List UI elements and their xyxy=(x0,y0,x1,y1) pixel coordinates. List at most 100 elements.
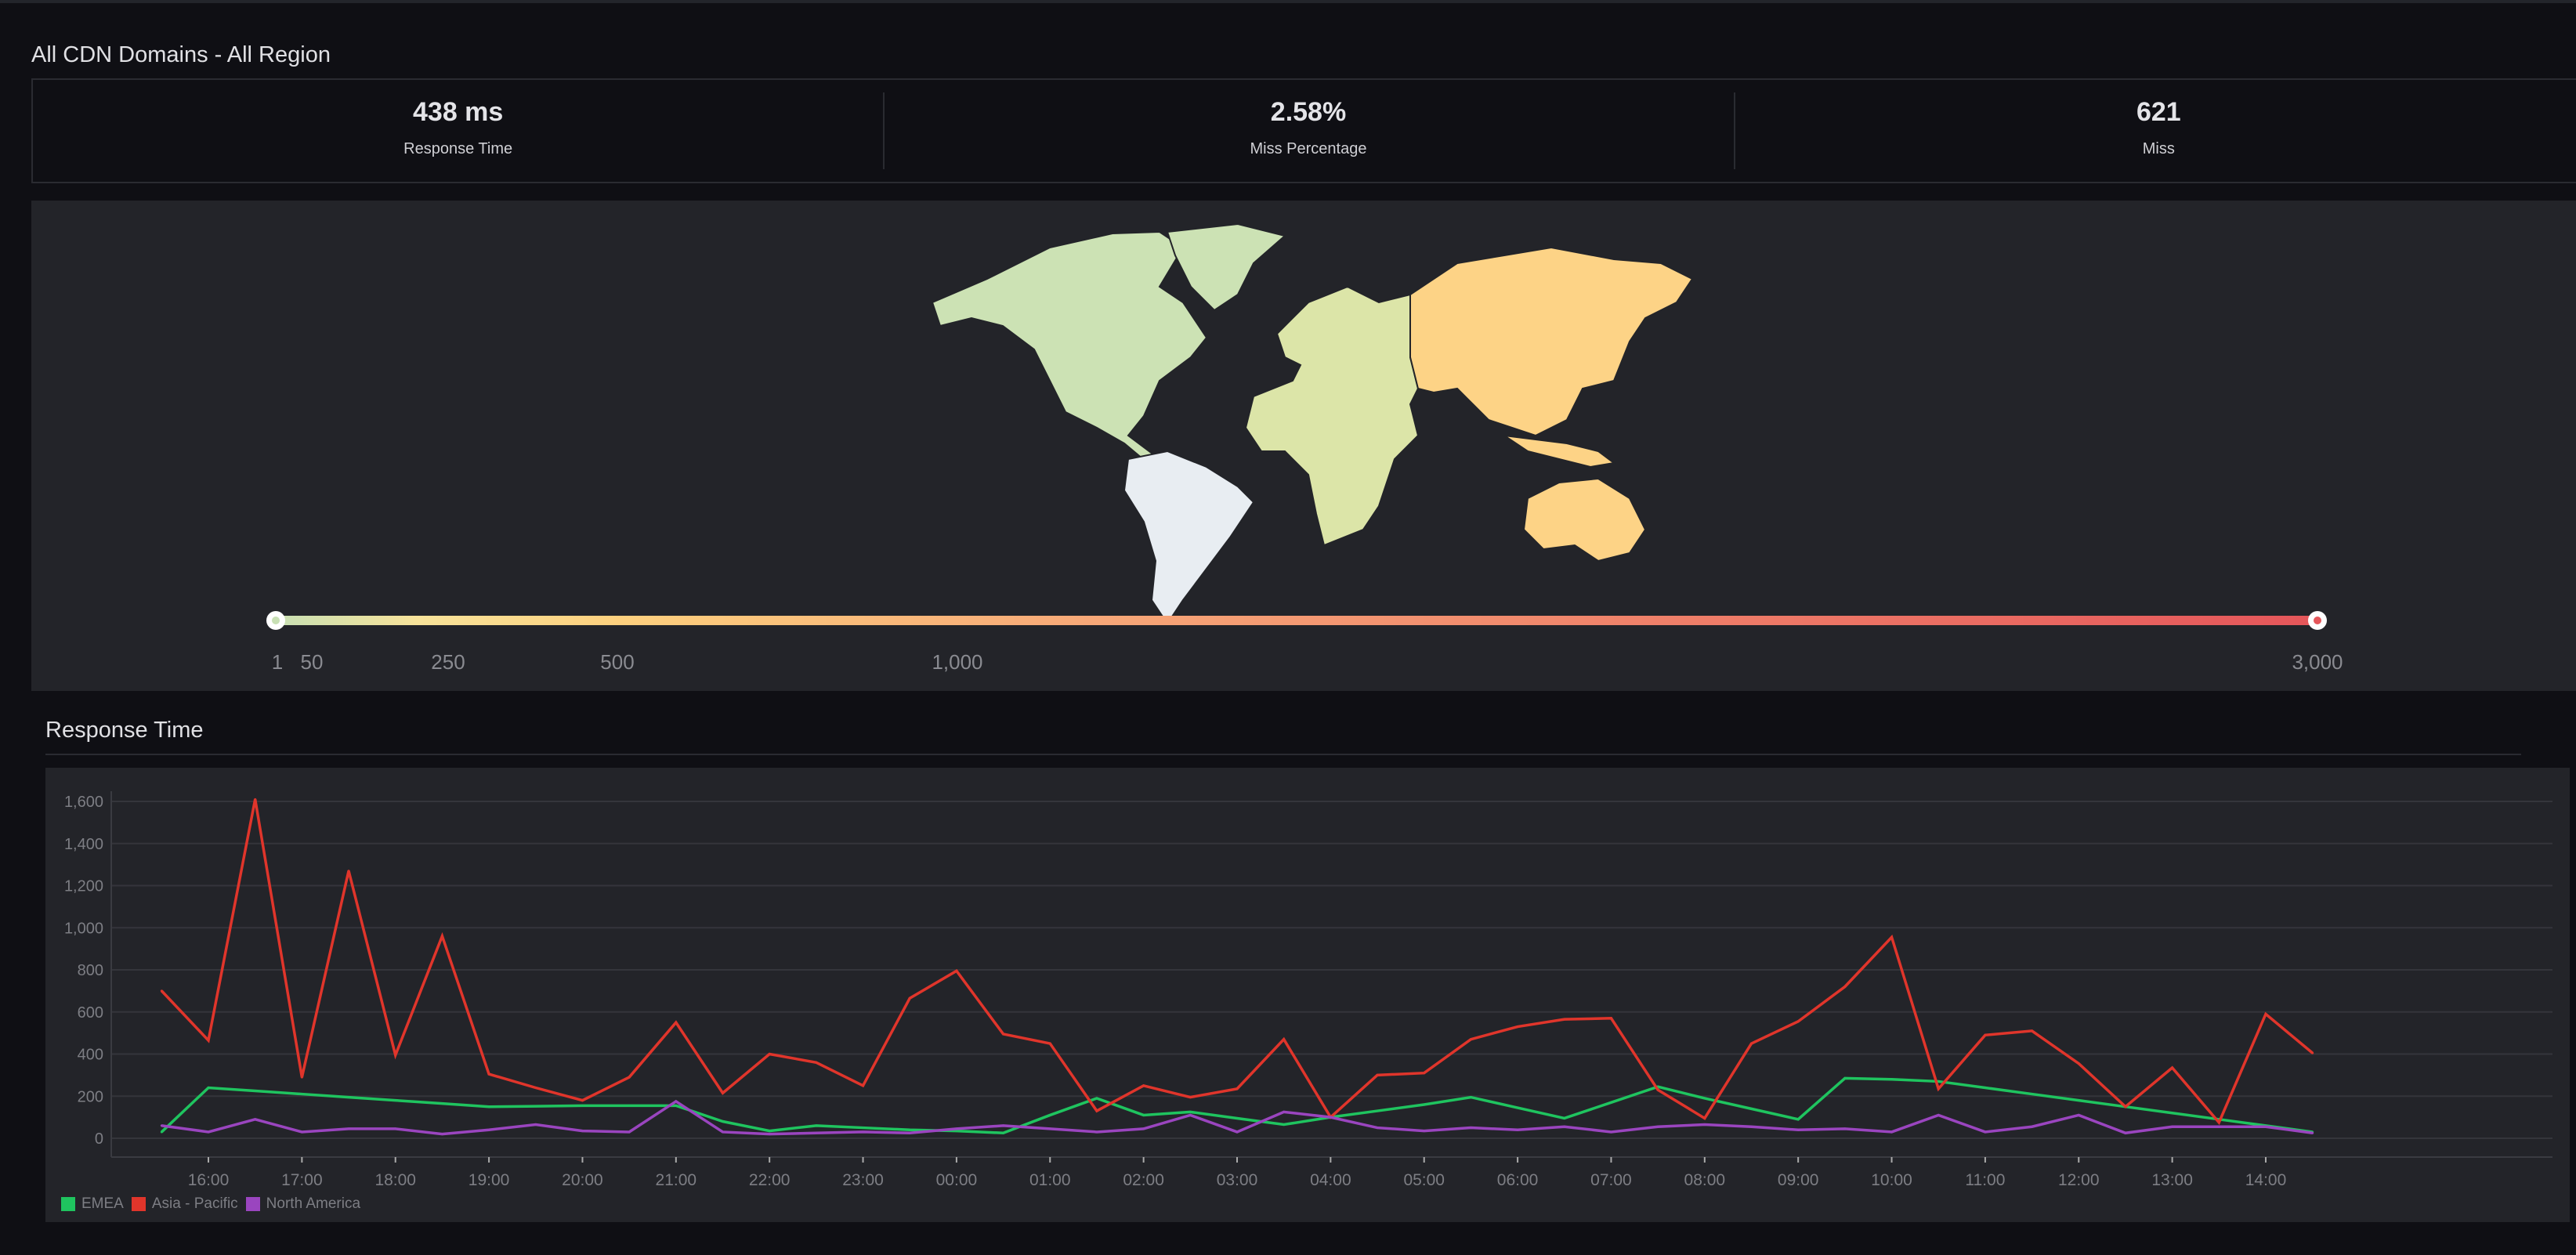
stat-miss: 621 Miss xyxy=(1733,80,2576,182)
data-point xyxy=(487,1105,490,1109)
data-point xyxy=(2031,1029,2034,1033)
data-point xyxy=(862,1084,865,1087)
data-point xyxy=(1703,1116,1706,1119)
data-point xyxy=(1750,1107,1753,1110)
data-point xyxy=(1609,1130,1612,1134)
data-point xyxy=(1469,1127,1472,1130)
data-point xyxy=(722,1091,724,1094)
data-point xyxy=(1236,1087,1239,1090)
data-point xyxy=(2077,1113,2080,1116)
data-point xyxy=(1890,1130,1894,1134)
legend-label: North America xyxy=(266,1195,361,1212)
legend-label: Asia - Pacific xyxy=(151,1195,238,1212)
region-australia[interactable] xyxy=(1522,477,1647,562)
x-tick-label: 00:00 xyxy=(936,1171,978,1189)
stat-response-time: 438 ms Response Time xyxy=(33,80,883,182)
data-point xyxy=(2171,1112,2174,1115)
x-tick-label: 18:00 xyxy=(374,1171,416,1189)
region-indonesia[interactable] xyxy=(1503,435,1616,468)
region-south-america[interactable] xyxy=(1123,450,1255,625)
top-bar xyxy=(0,0,2576,3)
x-tick-label: 16:00 xyxy=(188,1171,230,1189)
data-point xyxy=(160,989,163,993)
data-point xyxy=(487,1128,490,1131)
data-point xyxy=(1609,1101,1612,1104)
legend-swatch xyxy=(131,1197,146,1211)
y-tick-label: 1,600 xyxy=(64,794,103,811)
x-tick-label: 17:00 xyxy=(281,1171,323,1189)
data-point xyxy=(815,1124,818,1127)
data-point xyxy=(1329,1116,1332,1119)
data-point xyxy=(862,1127,865,1130)
legend-item-asia-pacific[interactable]: Asia - Pacific xyxy=(131,1195,243,1213)
data-point xyxy=(1048,1042,1051,1045)
region-asia-pacific[interactable] xyxy=(1409,246,1694,437)
data-point xyxy=(347,870,350,873)
legend-item-emea[interactable]: EMEA xyxy=(61,1195,128,1213)
data-point xyxy=(1984,1087,1987,1089)
region-north-america[interactable] xyxy=(931,230,1208,465)
data-point xyxy=(1516,1128,1519,1131)
data-point xyxy=(1048,1127,1051,1130)
data-point xyxy=(2124,1105,2127,1109)
data-point xyxy=(207,1039,210,1042)
data-point xyxy=(1890,1078,1894,1081)
world-map: 1 50 250 500 1,000 3,000 xyxy=(266,222,2343,674)
data-point xyxy=(440,1133,443,1136)
y-tick-label: 0 xyxy=(95,1130,103,1148)
x-tick-label: 05:00 xyxy=(1403,1171,1445,1189)
y-tick-label: 1,400 xyxy=(64,836,103,853)
data-point xyxy=(1142,1084,1145,1087)
data-point xyxy=(1142,1113,1145,1116)
scale-handle-min[interactable] xyxy=(266,611,285,630)
data-point xyxy=(1002,1124,1005,1127)
data-point xyxy=(440,1102,443,1105)
series-line-emea xyxy=(161,1076,2313,1135)
data-point xyxy=(2264,1012,2267,1015)
data-point xyxy=(1423,1072,1426,1075)
legend-item-north-america[interactable]: North America xyxy=(245,1195,365,1213)
data-point xyxy=(908,1128,911,1131)
data-point xyxy=(2077,1062,2080,1065)
data-point xyxy=(207,1087,210,1089)
scale-label: 250 xyxy=(431,650,465,674)
chart-legend: EMEA Asia - Pacific North America xyxy=(61,1195,368,1213)
data-point xyxy=(1609,1017,1612,1020)
scale-label: 1 xyxy=(272,650,283,674)
data-point xyxy=(1002,1131,1005,1134)
data-point xyxy=(1142,1127,1145,1130)
color-scale-bar xyxy=(276,616,2316,625)
stat-value: 438 ms xyxy=(413,97,504,127)
data-point xyxy=(1469,1096,1472,1099)
y-tick-label: 200 xyxy=(78,1088,103,1105)
data-point xyxy=(1563,1018,1566,1021)
data-point xyxy=(1937,1087,1940,1090)
data-point xyxy=(440,935,443,938)
data-point xyxy=(2124,1131,2127,1134)
x-tick-label: 11:00 xyxy=(1965,1171,2005,1189)
data-point xyxy=(1516,1025,1519,1029)
data-point xyxy=(160,1130,163,1134)
data-point xyxy=(675,1021,678,1024)
data-point xyxy=(1984,1033,1987,1036)
data-point xyxy=(1095,1130,1098,1134)
scale-handle-max[interactable] xyxy=(2308,611,2327,630)
data-point xyxy=(160,1124,163,1127)
data-point xyxy=(768,1053,771,1055)
data-point xyxy=(2217,1121,2220,1124)
stat-miss-percentage: 2.58% Miss Percentage xyxy=(883,80,1733,182)
data-point xyxy=(628,1104,631,1107)
data-point xyxy=(815,1061,818,1064)
data-point xyxy=(2264,1125,2267,1128)
region-europe-africa[interactable] xyxy=(1244,285,1420,547)
region-greenland[interactable] xyxy=(1166,222,1287,312)
data-point xyxy=(347,1127,350,1130)
data-point xyxy=(1890,935,1894,939)
data-point xyxy=(534,1105,537,1108)
data-point xyxy=(722,1120,724,1123)
y-tick-label: 800 xyxy=(78,962,103,979)
y-tick-label: 400 xyxy=(78,1047,103,1064)
x-tick-label: 21:00 xyxy=(656,1171,697,1189)
data-point xyxy=(2311,1131,2314,1134)
data-point xyxy=(1283,1123,1286,1127)
